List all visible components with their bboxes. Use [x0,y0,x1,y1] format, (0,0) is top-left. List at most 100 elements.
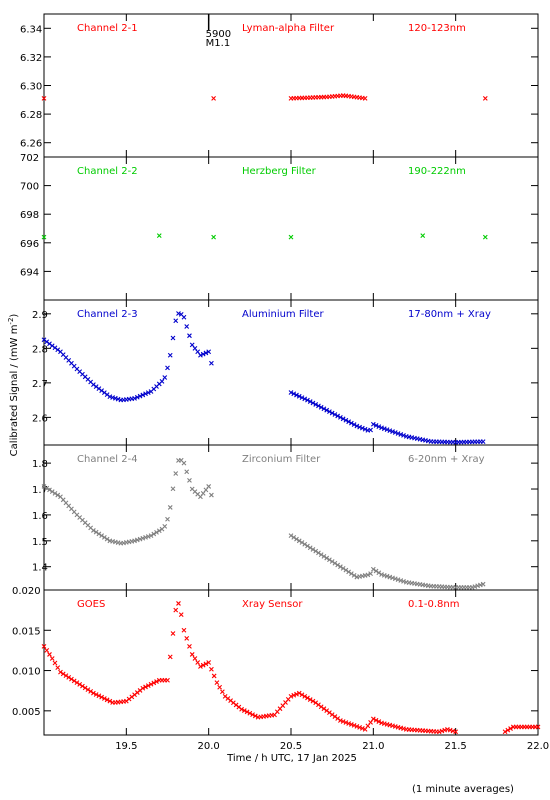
data-point [480,439,486,444]
data-point [302,396,308,402]
data-point [140,685,146,691]
data-point [181,314,187,320]
panel-frame [43,13,539,158]
data-point [324,407,330,413]
data-series [41,311,486,445]
data-point [335,413,341,419]
data-point [307,545,313,551]
data-point [44,648,50,653]
panel-1: 6.26 6.28 6.30 6.32 6.34 Channel 2-1 Lyman-alp… [20,13,539,158]
y-tick-label: 1.7 [32,485,48,496]
band-label: 17-80nm + Xray [408,309,491,320]
y-axis-label: Calibrated Signal / (mW m-2) [7,314,20,457]
data-point [379,572,384,577]
data-point [101,534,107,540]
data-point [291,692,297,698]
y-axis-label-superscript: -2 [7,318,15,325]
data-point [41,644,47,649]
data-point [348,722,354,727]
data-point [187,333,192,339]
event-id-label: 5900 [206,29,231,40]
data-point [346,569,352,575]
data-point [313,402,319,407]
data-point [52,490,58,496]
data-point [327,409,332,415]
data-point [296,690,302,696]
filter-label: Aluminium Filter [242,309,325,320]
band-label: 0.1-0.8nm [408,599,460,610]
data-point [376,719,382,724]
data-point [156,233,162,239]
data-point [376,424,382,429]
data-point [145,683,151,688]
data-point [291,391,297,397]
data-point [299,540,305,545]
data-point [55,492,61,498]
data-point [184,635,190,641]
y-tick-label: 698 [20,210,39,221]
data-point [165,365,170,371]
data-point [505,727,511,733]
data-point [203,350,209,356]
data-point [401,578,406,584]
data-point [296,538,302,544]
data-point [91,690,96,696]
data-point [329,410,335,416]
data-point [288,390,294,395]
filter-label: Xray Sensor [242,599,303,610]
x-tick-label: 20.5 [280,741,302,752]
data-point [384,427,390,433]
panel-3: 2.6 2.7 2.8 2.9 Channel 2-3 Aluminium Filter 1… [32,299,539,446]
x-tick-label: 20.0 [198,741,220,752]
data-point [145,534,151,539]
data-point [252,713,258,719]
x-tick-label: 21.5 [445,741,467,752]
data-point [167,352,173,358]
data-point [134,537,140,543]
data-point [41,484,47,489]
data-point [206,660,212,665]
data-point [66,675,72,680]
data-point [310,547,316,552]
data-point [343,720,349,725]
data-point [368,427,373,433]
y-tick-label: 6.32 [20,53,42,64]
channel-label: GOES [77,599,105,610]
data-point [55,665,61,670]
panel-frame [43,589,539,736]
event-class-label: M1.1 [206,38,231,49]
data-point [143,684,148,690]
data-point [384,573,390,579]
data-point [91,528,96,533]
data-point [247,710,253,716]
data-point [192,656,198,661]
data-point [310,400,316,406]
data-point [173,318,179,324]
y-tick-label: 0.010 [12,667,41,678]
data-point [370,716,376,722]
panel-2: 694 696 698 700 702 Channel 2-2 Herzberg Filte… [20,153,539,301]
data-point [93,529,99,535]
data-point [395,577,401,583]
data-point [296,393,302,399]
band-label: 190-222nm [408,166,466,177]
data-point [187,644,192,649]
data-point [327,557,332,563]
y-tick-label: 6.26 [20,139,42,150]
data-point [151,680,157,686]
y-tick-label: 0.005 [12,707,41,718]
data-point [302,541,308,547]
data-point [321,406,327,412]
data-point [346,419,352,425]
data-point [41,95,47,101]
data-series [41,233,488,240]
y-tick-label: 702 [20,153,39,164]
data-point [52,660,58,666]
data-point [482,234,488,240]
data-point [294,691,299,697]
data-point [189,652,195,657]
data-point [316,550,321,556]
data-point [288,533,294,539]
data-point [143,534,148,540]
data-point [178,612,184,618]
